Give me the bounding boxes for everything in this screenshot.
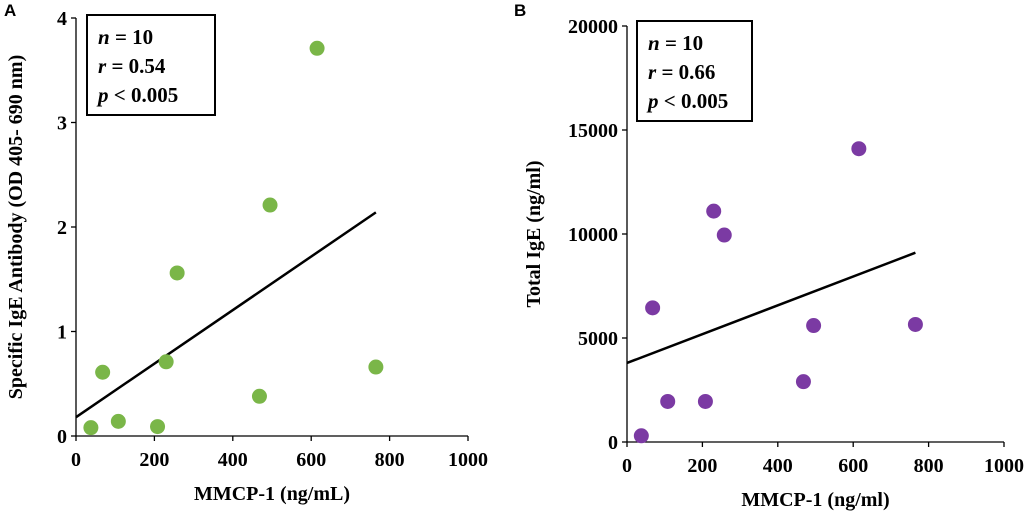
panel-a-data-point <box>169 265 185 281</box>
panel-a-x-axis-title: MMCP-1 (ng/mL) <box>194 483 350 505</box>
panel-a-y-tick-label: 1 <box>57 322 67 344</box>
panel-b-stat-p: p < 0.005 <box>646 89 728 113</box>
panel-a-stat-n-value: = 10 <box>110 25 153 49</box>
panel-b-chart: B 0 5000 10000 15000 20000 0 200 400 600 800 1000 MM… <box>514 1 1024 511</box>
panel-a-stat-n: n = 10 <box>98 25 153 49</box>
panel-a-x-tick-label: 600 <box>296 449 326 471</box>
panel-a-data-point <box>368 359 384 375</box>
panel-b-y-tick-label: 15000 <box>568 120 618 142</box>
panel-b-y-tick-label: 0 <box>608 432 618 454</box>
panel-a-stat-r-symbol: r <box>98 54 107 78</box>
panel-b-data-point <box>645 300 661 316</box>
panel-b-data-point <box>697 393 713 409</box>
panel-a-stat-n-symbol: n <box>98 25 110 49</box>
panel-a-x-tick-label: 800 <box>375 449 405 471</box>
panel-b-y-tick-label: 5000 <box>578 328 618 350</box>
panel-a-y-tick-label: 3 <box>57 113 67 135</box>
panel-a-chart: A 0 1 2 3 4 0 200 400 600 800 1000 MMCP-1 (ng/mL) Spe… <box>4 1 488 505</box>
panel-a-data-point <box>251 388 267 404</box>
panel-a-trendline <box>75 211 377 419</box>
panel-a-stat-p-symbol: p <box>96 83 109 107</box>
panel-a-data-point <box>95 364 111 380</box>
panel-a-data-point <box>110 413 126 429</box>
panel-b-stat-r: r = 0.66 <box>648 60 715 84</box>
panel-a-stat-p-value: < 0.005 <box>109 83 179 107</box>
panel-a-x-tick-label: 200 <box>139 449 169 471</box>
panel-b-data-point <box>907 316 923 332</box>
panel-b-trendline <box>626 251 916 365</box>
panel-b-x-tick-label: 1000 <box>984 455 1024 477</box>
panel-b-x-tick-label: 800 <box>914 455 944 477</box>
panel-b-x-tick-label: 400 <box>763 455 793 477</box>
panel-b-stat-r-symbol: r <box>648 60 657 84</box>
panel-b-x-axis-title: MMCP-1 (ng/ml) <box>741 489 889 511</box>
panel-b-data-point <box>633 428 649 444</box>
panel-a-y-tick-label: 4 <box>57 8 67 30</box>
panel-b-data-point <box>806 318 822 334</box>
panel-a-stats-box <box>86 14 216 116</box>
panel-a-letter: A <box>4 1 16 20</box>
panel-b-stat-n: n = 10 <box>648 31 703 55</box>
panel-a-x-tick-label: 400 <box>218 449 248 471</box>
panel-a-data-point <box>309 40 325 56</box>
panel-b-letter: B <box>514 1 526 20</box>
panel-b-stat-n-value: = 10 <box>660 31 703 55</box>
panel-a-y-tick-label: 0 <box>57 426 67 448</box>
panel-a-x-tick-label: 1000 <box>448 449 488 471</box>
panel-b-y-tick-label: 10000 <box>568 224 618 246</box>
panel-b-stat-p-value: < 0.005 <box>659 89 729 113</box>
panel-b-x-tick-label: 200 <box>687 455 717 477</box>
panel-b-data-point <box>706 203 722 219</box>
panel-b-stats-box <box>636 20 753 122</box>
panel-b-y-axis-title: Total IgE (ng/ml) <box>523 160 545 307</box>
panel-b-data-point <box>851 141 867 157</box>
panel-a-data-point <box>150 419 166 435</box>
panel-b-x-tick-label: 0 <box>622 455 632 477</box>
panel-b-stat-p-symbol: p <box>646 89 659 113</box>
panel-a-data-point <box>262 197 278 213</box>
panel-a-y-tick-label: 2 <box>57 217 67 239</box>
panel-a-stat-p: p < 0.005 <box>96 83 178 107</box>
panel-b-data-point <box>660 393 676 409</box>
panel-a-x-tick-label: 0 <box>71 449 81 471</box>
panel-b-stat-n-symbol: n <box>648 31 660 55</box>
panel-b-data-point <box>716 227 732 243</box>
panel-a-data-point <box>83 420 99 436</box>
panel-b-data-point <box>795 374 811 390</box>
panel-b-y-tick-label: 20000 <box>568 16 618 38</box>
panel-b-stat-r-value: = 0.66 <box>656 60 715 84</box>
panel-a-stat-r-value: = 0.54 <box>106 54 166 78</box>
panel-a-data-point <box>158 354 174 370</box>
panel-b-x-tick-label: 600 <box>838 455 868 477</box>
panel-a-y-axis-title: Specific IgE Antibody (OD 405- 690 nm) <box>5 55 27 399</box>
panel-a-stat-r: r = 0.54 <box>98 54 166 78</box>
